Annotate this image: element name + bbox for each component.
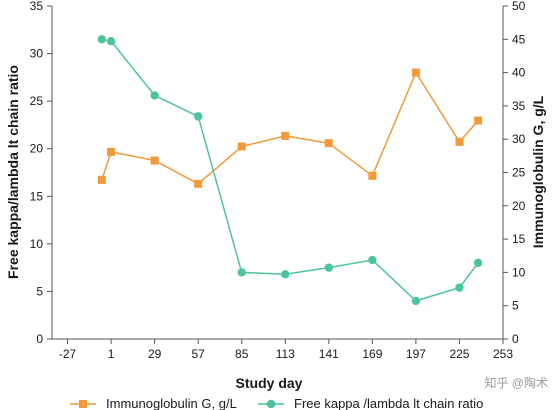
data-point-circle: [368, 255, 377, 265]
x-tick-label: 85: [235, 347, 249, 361]
x-tick-label: 29: [148, 347, 162, 361]
series-line-0: [101, 70, 479, 185]
data-point-circle: [193, 112, 203, 121]
right-axis-title: Immunoglobulin G, g/L: [530, 95, 546, 248]
data-point-square: [281, 131, 290, 140]
left-y-tick-label: 5: [36, 284, 43, 298]
right-y-tick-label: 20: [512, 199, 526, 213]
x-tick-label: -27: [59, 347, 77, 361]
x-tick-label: 225: [449, 347, 469, 361]
data-point-circle: [473, 258, 483, 268]
data-point-square: [411, 68, 420, 77]
right-y-tick-label: 0: [512, 332, 519, 346]
left-y-tick-label: 0: [36, 332, 43, 346]
data-point-circle: [150, 91, 159, 100]
data-point-circle: [97, 35, 106, 44]
axis-ticks: -27 1 29 57 85 113 141 169 197 225 253051015202530…: [30, 0, 526, 361]
left-y-tick-label: 35: [30, 0, 44, 13]
right-y-tick-label: 50: [512, 0, 526, 13]
x-tick-label: 1: [108, 347, 115, 361]
left-y-tick-label: 15: [30, 189, 44, 203]
data-point-square: [107, 147, 116, 156]
left-y-tick-label: 25: [30, 94, 44, 108]
legend: Immunoglobulin G, g/L Free kappa /lambda…: [70, 396, 483, 410]
left-y-tick-label: 20: [30, 142, 44, 156]
data-point-square: [324, 139, 333, 148]
left-axis-title: Free kappa/lambda lt chain ratio: [5, 65, 21, 279]
watermark: 知乎 @陶术: [484, 375, 548, 390]
data-point-circle: [324, 263, 334, 272]
x-tick-label: 57: [192, 347, 206, 361]
right-y-tick-label: 30: [512, 132, 526, 146]
x-tick-label: 197: [406, 347, 426, 361]
legend-igg-square-icon: [79, 400, 87, 408]
right-y-tick-label: 10: [512, 265, 526, 279]
x-tick-label: 141: [319, 347, 339, 361]
right-y-tick-label: 25: [512, 166, 526, 180]
data-point-circle: [106, 37, 116, 46]
right-y-tick-label: 45: [512, 32, 526, 46]
right-y-tick-label: 40: [512, 66, 526, 80]
legend-ratio-circle-icon: [266, 399, 276, 409]
x-tick-label: 113: [276, 347, 295, 361]
left-y-tick-label: 10: [30, 237, 44, 251]
data-point-square: [150, 156, 159, 165]
data-point-circle: [411, 296, 421, 306]
series-line-1: [101, 38, 479, 302]
series-layer: [97, 35, 483, 306]
data-point-square: [368, 171, 377, 180]
x-tick-label: 253: [493, 347, 513, 361]
right-y-tick-label: 5: [512, 299, 519, 313]
data-point-square: [194, 179, 203, 188]
legend-label-ratio: Free kappa /lambda lt chain ratio: [294, 396, 483, 410]
data-point-square: [455, 137, 464, 146]
left-y-tick-label: 30: [30, 47, 44, 61]
data-point-circle: [237, 268, 246, 277]
data-point-circle: [281, 270, 290, 279]
x-axis-title: Study day: [236, 375, 303, 391]
right-y-tick-label: 35: [512, 99, 526, 113]
axes: [51, 6, 504, 340]
right-y-tick-label: 15: [512, 232, 526, 246]
x-tick-label: 169: [362, 347, 382, 361]
legend-label-igg: Immunoglobulin G, g/L: [106, 396, 237, 410]
data-point-square: [474, 116, 483, 125]
data-point-square: [97, 175, 106, 184]
data-point-circle: [455, 283, 464, 292]
data-point-square: [237, 142, 246, 151]
